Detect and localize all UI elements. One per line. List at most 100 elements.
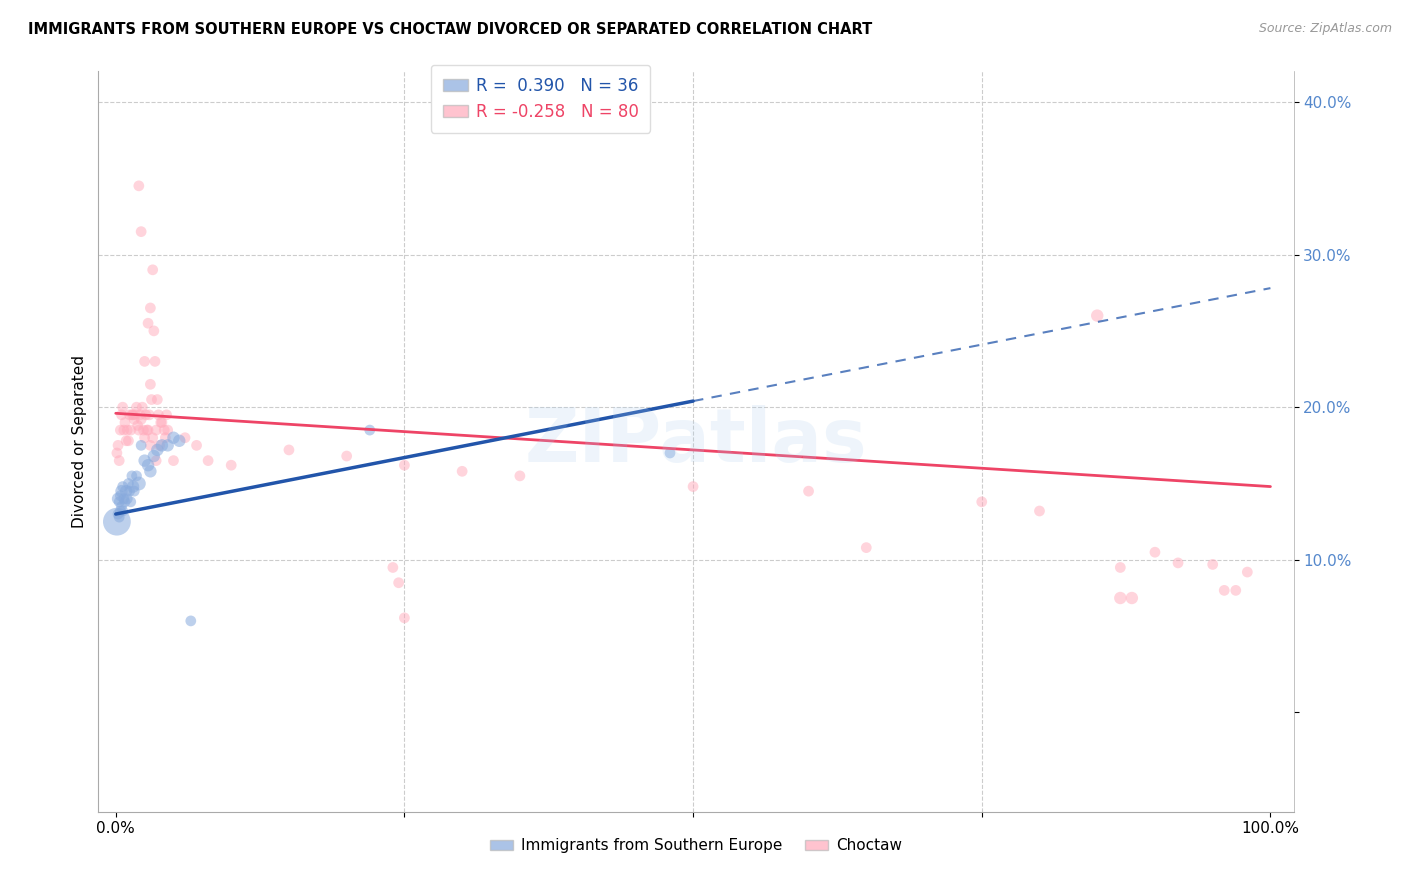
Point bbox=[156, 438, 179, 452]
Point bbox=[129, 438, 152, 452]
Point bbox=[110, 423, 132, 437]
Point bbox=[142, 262, 165, 277]
Point bbox=[143, 354, 166, 368]
Point bbox=[112, 423, 135, 437]
Point bbox=[797, 484, 820, 499]
Point bbox=[110, 408, 132, 422]
Point bbox=[131, 400, 153, 414]
Point bbox=[117, 491, 139, 506]
Point bbox=[128, 423, 150, 437]
Point bbox=[127, 418, 149, 433]
Point bbox=[122, 412, 145, 426]
Point bbox=[197, 453, 219, 467]
Point bbox=[149, 438, 172, 452]
Point bbox=[1236, 565, 1258, 579]
Point bbox=[105, 446, 128, 460]
Point bbox=[186, 438, 208, 452]
Point bbox=[121, 469, 143, 483]
Point bbox=[121, 408, 143, 422]
Point bbox=[156, 423, 179, 437]
Point bbox=[381, 560, 404, 574]
Point bbox=[134, 453, 156, 467]
Point bbox=[108, 510, 131, 524]
Point bbox=[336, 449, 359, 463]
Point bbox=[111, 400, 134, 414]
Point bbox=[108, 495, 131, 509]
Point bbox=[134, 431, 156, 445]
Point bbox=[110, 504, 132, 518]
Point bbox=[394, 458, 416, 473]
Point bbox=[149, 416, 172, 430]
Point bbox=[136, 458, 159, 473]
Y-axis label: Divorced or Separated: Divorced or Separated bbox=[72, 355, 87, 528]
Point bbox=[174, 431, 197, 445]
Point bbox=[114, 495, 136, 509]
Point bbox=[1109, 560, 1132, 574]
Point bbox=[682, 479, 704, 493]
Point bbox=[1167, 556, 1189, 570]
Point bbox=[139, 438, 162, 452]
Point bbox=[110, 500, 132, 514]
Point bbox=[107, 491, 129, 506]
Point bbox=[129, 408, 152, 422]
Point bbox=[139, 464, 162, 478]
Point bbox=[134, 354, 156, 368]
Point bbox=[129, 225, 152, 239]
Point bbox=[107, 438, 129, 452]
Point bbox=[110, 489, 132, 503]
Point bbox=[117, 434, 139, 448]
Point bbox=[111, 504, 134, 518]
Point bbox=[115, 484, 138, 499]
Point bbox=[120, 495, 142, 509]
Point bbox=[509, 469, 531, 483]
Point bbox=[139, 301, 162, 315]
Point bbox=[659, 446, 682, 460]
Point bbox=[142, 449, 165, 463]
Point bbox=[1028, 504, 1050, 518]
Point bbox=[110, 484, 132, 499]
Point bbox=[146, 442, 169, 457]
Point bbox=[111, 479, 134, 493]
Point bbox=[115, 434, 138, 448]
Point bbox=[1213, 583, 1236, 598]
Point bbox=[162, 453, 184, 467]
Point bbox=[125, 469, 148, 483]
Point bbox=[150, 416, 173, 430]
Point bbox=[155, 408, 177, 422]
Point bbox=[1225, 583, 1247, 598]
Point bbox=[136, 423, 159, 437]
Legend: Immigrants from Southern Europe, Choctaw: Immigrants from Southern Europe, Choctaw bbox=[484, 832, 908, 860]
Point bbox=[108, 453, 131, 467]
Point bbox=[146, 392, 169, 407]
Point bbox=[128, 178, 150, 193]
Point bbox=[167, 434, 190, 448]
Point bbox=[162, 431, 184, 445]
Text: IMMIGRANTS FROM SOUTHERN EUROPE VS CHOCTAW DIVORCED OR SEPARATED CORRELATION CHA: IMMIGRANTS FROM SOUTHERN EUROPE VS CHOCT… bbox=[28, 22, 872, 37]
Point bbox=[114, 416, 136, 430]
Point bbox=[142, 324, 165, 338]
Text: ZIPatlas: ZIPatlas bbox=[524, 405, 868, 478]
Point bbox=[1202, 558, 1225, 572]
Point bbox=[118, 408, 141, 422]
Point bbox=[219, 458, 242, 473]
Point bbox=[145, 423, 167, 437]
Point bbox=[117, 476, 139, 491]
Point bbox=[128, 476, 150, 491]
Point bbox=[105, 515, 128, 529]
Point bbox=[122, 408, 145, 422]
Point bbox=[1109, 591, 1132, 605]
Point bbox=[1143, 545, 1166, 559]
Point bbox=[451, 464, 474, 478]
Point bbox=[359, 423, 381, 437]
Point bbox=[138, 408, 160, 422]
Point bbox=[132, 423, 155, 437]
Point bbox=[150, 438, 173, 452]
Point bbox=[148, 408, 170, 422]
Point bbox=[120, 423, 142, 437]
Point bbox=[1085, 309, 1108, 323]
Point bbox=[394, 611, 416, 625]
Point bbox=[1121, 591, 1143, 605]
Point bbox=[135, 423, 157, 437]
Point bbox=[122, 479, 145, 493]
Point bbox=[136, 316, 159, 330]
